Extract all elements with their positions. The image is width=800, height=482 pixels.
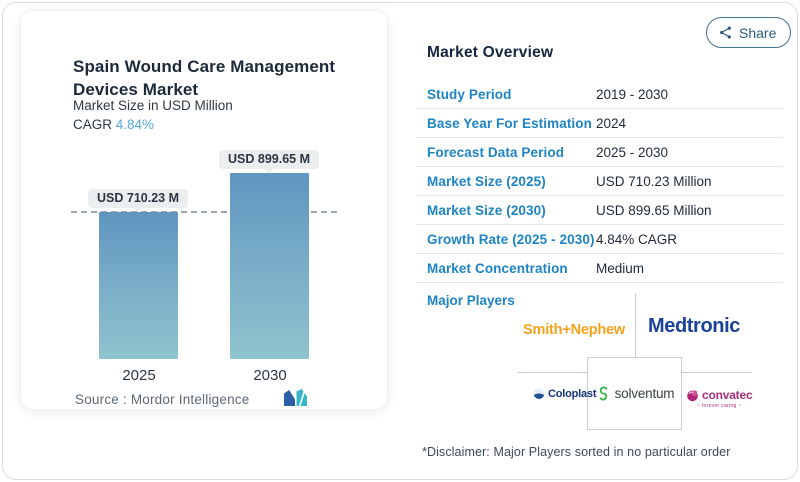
x-axis-label-2030: 2030 <box>253 367 287 384</box>
source-attribution: Source : Mordor Intelligence <box>75 392 249 407</box>
row-label: Growth Rate (2025 - 2030) <box>427 231 595 247</box>
table-row-base-year: Base Year For Estimation 2024 <box>416 109 783 138</box>
overview-heading: Market Overview <box>427 44 554 61</box>
major-players-label: Major Players <box>427 293 515 308</box>
chart-subtitle: Market Size in USD Million <box>73 98 233 113</box>
row-label: Market Size (2030) <box>427 202 546 218</box>
share-button[interactable]: Share <box>706 17 792 48</box>
row-value: 2024 <box>596 115 627 131</box>
convatec-icon <box>687 389 698 401</box>
table-row-market-size-2025: Market Size (2025) USD 710.23 Million <box>416 167 783 196</box>
row-value: USD 710.23 Million <box>596 173 712 189</box>
reference-dashed-line <box>71 211 337 213</box>
major-players-disclaimer: *Disclaimer: Major Players sorted in no … <box>422 445 731 459</box>
source-value: Mordor Intelligence <box>130 392 250 407</box>
diagram-vertical-line <box>635 293 636 357</box>
row-value: 4.84% CAGR <box>596 231 678 247</box>
row-value: Medium <box>596 260 645 276</box>
medtronic-logo: Medtronic <box>648 315 740 337</box>
row-label: Base Year For Estimation <box>427 115 592 131</box>
smith-nephew-logo: Smith+Nephew <box>523 322 625 338</box>
row-value: 2025 - 2030 <box>596 144 669 160</box>
bar-2025[interactable] <box>99 212 178 359</box>
mordor-intelligence-logo-icon <box>284 389 307 406</box>
row-value: USD 899.65 Million <box>596 202 712 218</box>
source-label: Source : <box>75 392 131 407</box>
convatec-logo-text: convatec <box>702 388 753 402</box>
table-row-forecast-period: Forecast Data Period 2025 - 2030 <box>416 138 783 167</box>
row-label: Market Size (2025) <box>427 173 546 189</box>
convatec-tagline: ~ forever caring ~ <box>696 403 742 409</box>
cagr-label: CAGR <box>73 117 113 132</box>
table-row-market-size-2030: Market Size (2030) USD 899.65 Million <box>416 196 783 225</box>
coloplast-icon <box>533 388 545 400</box>
coloplast-logo: Coloplast <box>533 388 597 400</box>
row-value: 2019 - 2030 <box>596 86 669 102</box>
diagram-horizontal-line-right <box>682 372 752 373</box>
market-overview-table: Study Period 2019 - 2030 Base Year For E… <box>416 80 783 283</box>
row-label: Market Concentration <box>427 260 568 276</box>
row-label: Study Period <box>427 86 512 102</box>
solventum-logo-box: solventum <box>587 357 682 430</box>
chart-cagr: CAGR 4.84% <box>73 117 154 132</box>
coloplast-logo-text: Coloplast <box>548 388 597 400</box>
x-axis-label-2025: 2025 <box>122 367 156 384</box>
market-size-chart-card: Spain Wound Care Management Devices Mark… <box>20 10 388 410</box>
diagram-horizontal-line-left <box>518 372 588 373</box>
share-icon <box>720 26 731 39</box>
chart-title: Spain Wound Care Management Devices Mark… <box>73 57 336 100</box>
bar-value-label-2025: USD 710.23 M <box>88 189 188 208</box>
bar-value-label-2030: USD 899.65 M <box>219 150 319 169</box>
solventum-logo-text: solventum <box>614 386 675 401</box>
row-label: Forecast Data Period <box>427 144 565 160</box>
table-row-study-period: Study Period 2019 - 2030 <box>416 80 783 109</box>
convatec-logo: convatec ~ forever caring ~ <box>686 388 753 409</box>
share-button-label: Share <box>739 24 777 41</box>
bar-2030[interactable] <box>230 173 309 359</box>
cagr-value: 4.84% <box>115 117 155 132</box>
table-row-market-concentration: Market Concentration Medium <box>416 254 783 283</box>
table-row-growth-rate: Growth Rate (2025 - 2030) 4.84% CAGR <box>416 225 783 254</box>
solventum-icon <box>599 386 607 401</box>
